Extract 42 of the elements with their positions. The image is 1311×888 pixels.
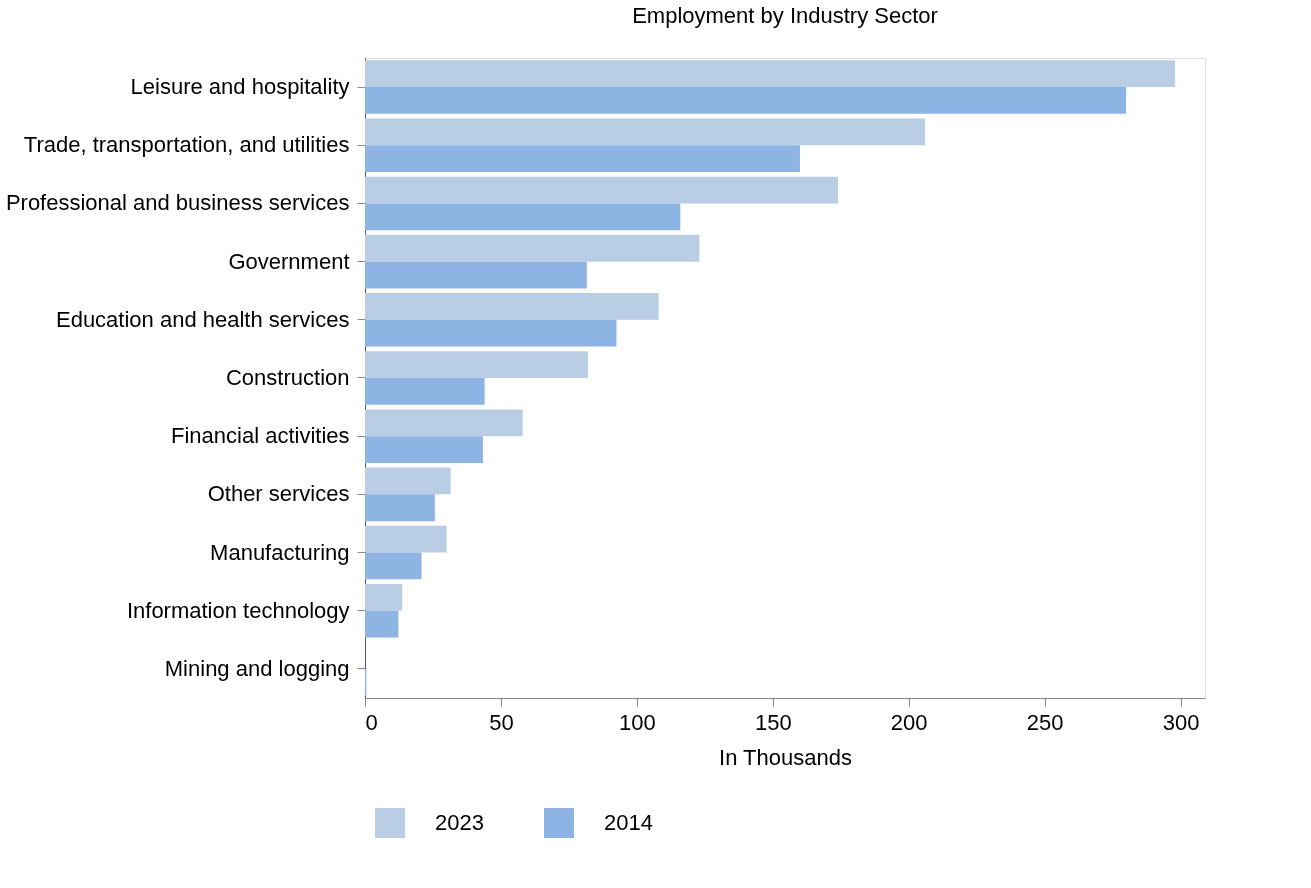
bar: [365, 378, 485, 405]
x-tick-label: 300: [1162, 709, 1200, 735]
bar: [365, 60, 1176, 88]
y-tick-label: Other services: [207, 481, 350, 507]
bar: [365, 494, 435, 522]
y-tick-label: Trade, transportation, and utilities: [23, 132, 350, 158]
bar: [365, 552, 422, 580]
x-tick-label: 250: [1026, 709, 1064, 735]
x-tick-label: 50: [489, 709, 514, 735]
bar: [365, 610, 399, 638]
bar: [365, 409, 523, 437]
x-tick-label: 200: [890, 709, 928, 735]
x-tick-label: 100: [618, 709, 656, 735]
y-tick-label: Leisure and hospitality: [130, 74, 350, 100]
bar: [365, 525, 447, 553]
y-tick-label: Government: [228, 248, 350, 274]
y-tick-label: Mining and logging: [164, 655, 350, 681]
bar: [365, 319, 617, 347]
bar: [365, 261, 587, 289]
chart-title: Employment by Industry Sector: [632, 3, 938, 28]
bar: [365, 234, 700, 262]
bar: [365, 203, 681, 231]
legend-label: 2014: [604, 810, 653, 835]
bar: [365, 467, 451, 495]
bar: [365, 145, 800, 173]
bar: [365, 293, 659, 320]
bar: [365, 351, 588, 378]
x-axis-title: In Thousands: [719, 744, 852, 770]
y-tick-label: Manufacturing: [210, 539, 350, 565]
bar: [365, 87, 1127, 114]
bar: [365, 176, 839, 204]
legend-label: 2023: [435, 810, 484, 835]
y-tick-label: Financial activities: [170, 423, 350, 449]
x-tick-label: 0: [365, 709, 378, 735]
y-tick-label: Professional and business services: [5, 190, 350, 216]
x-tick-label: 150: [754, 709, 792, 735]
bar: [365, 118, 925, 146]
y-tick-label: Information technology: [126, 597, 350, 623]
y-tick-label: Education and health services: [55, 306, 350, 332]
bar: [365, 436, 483, 463]
y-tick-label: Construction: [225, 365, 350, 390]
bar: [365, 583, 403, 611]
